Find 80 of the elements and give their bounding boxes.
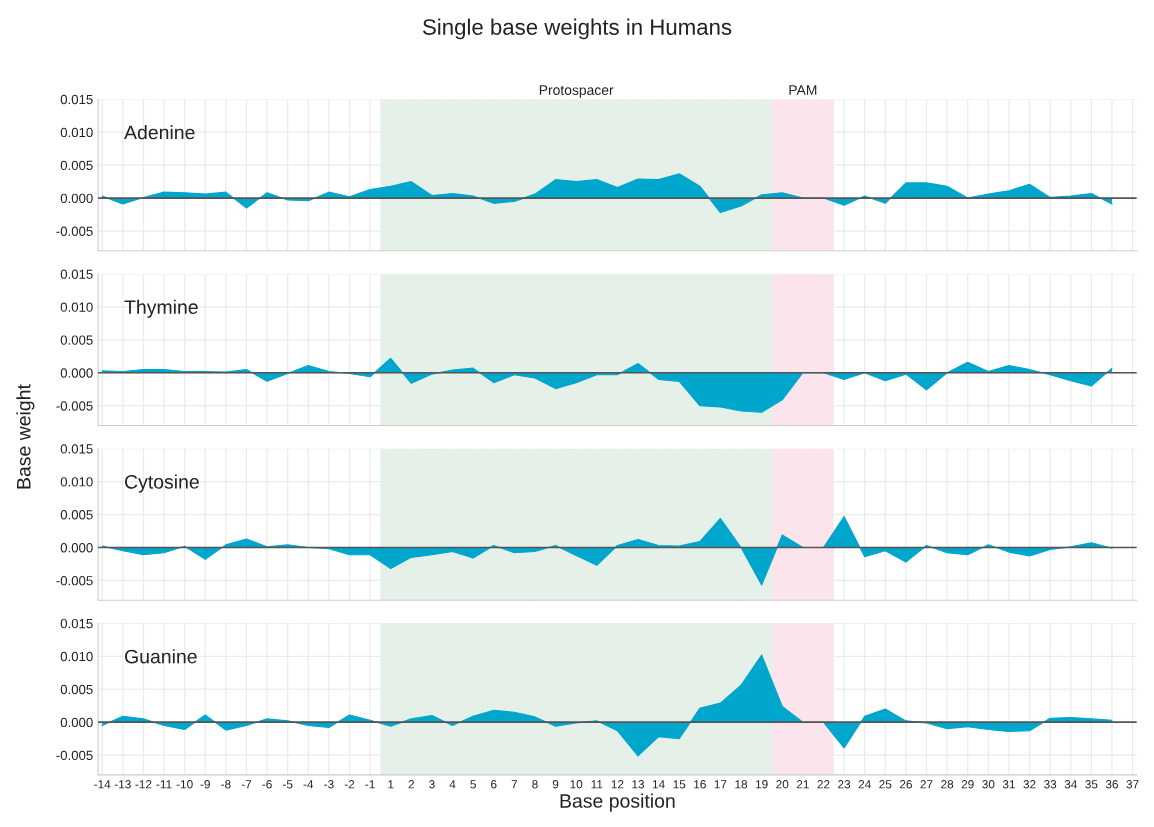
x-tick-label: 16: [694, 780, 706, 789]
x-tick-label: 35: [1085, 780, 1098, 789]
y-tick-label: 0.000: [60, 717, 93, 728]
x-tick-label: 8: [532, 780, 538, 789]
x-tick-label: -11: [156, 780, 172, 789]
x-tick-label: 9: [552, 780, 559, 789]
x-tick-label: -2: [344, 780, 355, 789]
y-tick-label: 0.005: [60, 684, 93, 695]
y-tick-label: 0.005: [60, 510, 93, 520]
y-tick-label: -0.005: [56, 401, 93, 411]
x-tick-label: -3: [324, 780, 334, 789]
x-tick-label: 22: [817, 780, 830, 789]
x-tick-label: 19: [755, 780, 768, 789]
x-tick-label: -13: [114, 780, 131, 789]
y-tick-label: 0.000: [60, 543, 93, 553]
y-tick-label: 0.015: [60, 94, 93, 105]
y-tick-label: 0.000: [60, 193, 93, 203]
y-tick-label: 0.010: [60, 302, 93, 312]
y-tick-label: 0.015: [60, 444, 93, 454]
x-tick-label: 12: [611, 780, 624, 789]
y-axis-title: Base weight: [16, 384, 35, 489]
x-tick-label: 31: [1002, 780, 1015, 789]
x-tick-label: 1: [388, 780, 394, 789]
x-tick-label: -12: [135, 780, 152, 789]
annotation: Thymine: [124, 299, 198, 318]
x-tick-label: 10: [570, 780, 583, 789]
x-tick-label: 37: [1126, 780, 1139, 789]
x-tick-label: 5: [470, 780, 476, 789]
x-axis-title: Base position: [560, 793, 675, 812]
y-tick-label: 0.005: [60, 335, 93, 345]
annotation: Adenine: [124, 125, 195, 140]
x-tick-label: 7: [511, 780, 518, 789]
x-tick-label: 15: [673, 780, 686, 789]
y-tick-label: -0.005: [56, 576, 93, 586]
chart-title: Single base weights in Humans: [422, 18, 732, 40]
x-tick-label: -6: [262, 780, 272, 789]
y-tick-label: 0.005: [60, 160, 93, 171]
x-tick-label: -8: [221, 780, 231, 789]
x-tick-label: 27: [920, 780, 933, 789]
x-tick-label: 34: [1064, 780, 1077, 789]
x-tick-label: 24: [858, 780, 871, 789]
x-tick-label: -9: [200, 780, 210, 789]
y-tick-label: -0.005: [56, 750, 93, 761]
x-tick-label: -10: [176, 780, 193, 789]
x-tick-label: 18: [735, 780, 748, 789]
x-tick-label: -1: [365, 780, 375, 789]
x-tick-label: -4: [303, 780, 314, 789]
x-tick-label: 13: [632, 780, 645, 789]
x-tick-label: -5: [282, 780, 293, 789]
x-tick-label: 14: [652, 780, 665, 789]
x-tick-label: 20: [776, 780, 789, 789]
annotation: Cytosine: [125, 474, 199, 493]
x-tick-label: 11: [591, 780, 603, 789]
x-tick-label: -14: [94, 780, 111, 789]
y-tick-label: -0.005: [56, 226, 93, 236]
x-tick-label: 28: [941, 780, 954, 789]
x-tick-label: 26: [899, 780, 912, 789]
x-tick-label: 6: [491, 780, 497, 789]
x-tick-label: 2: [408, 780, 415, 789]
x-tick-label: 25: [879, 780, 892, 789]
y-tick-label: 0.010: [60, 477, 93, 487]
x-tick-label: 3: [429, 780, 435, 789]
y-tick-label: 0.015: [60, 618, 93, 629]
x-tick-label: 4: [449, 780, 456, 789]
annotation: Guanine: [125, 649, 197, 664]
y-tick-label: 0.015: [60, 269, 93, 279]
x-tick-label: -7: [241, 780, 252, 789]
y-tick-label: 0.000: [60, 368, 93, 378]
x-tick-label: 21: [796, 780, 809, 789]
x-tick-label: 36: [1105, 780, 1119, 789]
x-tick-label: 17: [714, 780, 727, 789]
x-tick-label: 32: [1023, 780, 1036, 789]
x-tick-label: 29: [961, 780, 974, 789]
band-label: Protospacer: [539, 85, 614, 98]
y-tick-label: 0.010: [60, 127, 93, 138]
x-tick-label: 23: [838, 780, 851, 789]
y-tick-label: 0.010: [60, 651, 93, 662]
x-tick-label: 33: [1044, 780, 1057, 789]
x-tick-label: 30: [982, 780, 995, 789]
band-label: PAM: [789, 85, 817, 95]
